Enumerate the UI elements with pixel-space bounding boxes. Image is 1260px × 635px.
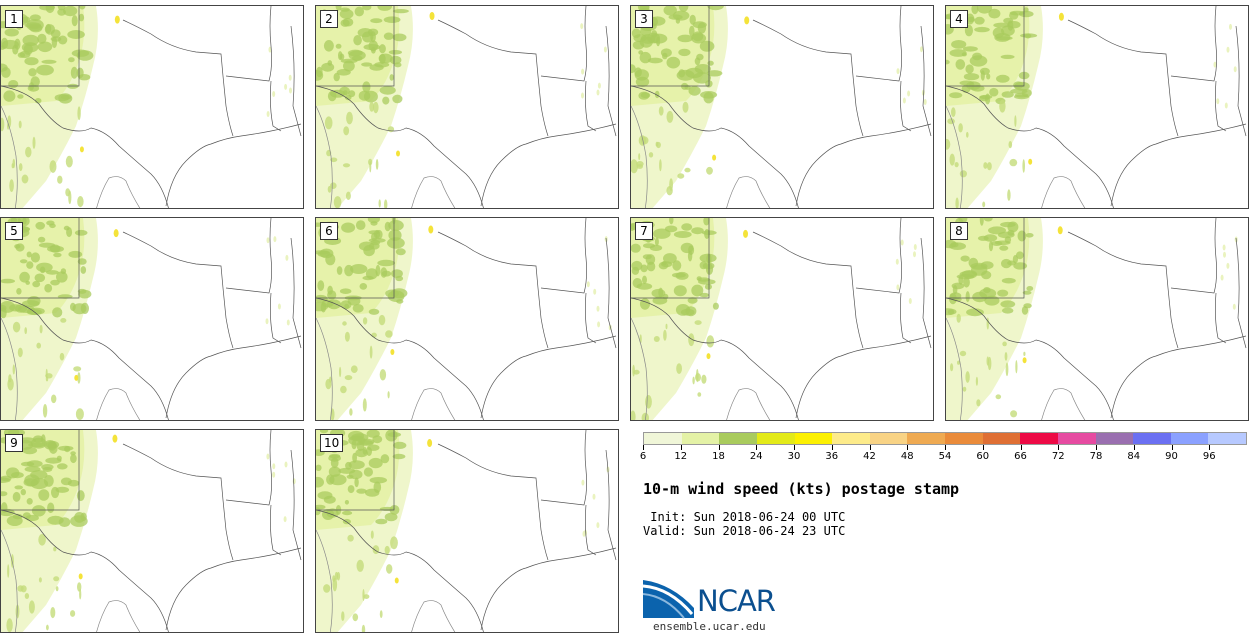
member-label: 6 xyxy=(320,222,338,240)
wind-speed-map xyxy=(316,6,617,208)
valid-time: Valid: Sun 2018-06-24 23 UTC xyxy=(643,524,846,538)
colorbar-tick xyxy=(756,445,758,450)
wind-speed-map xyxy=(946,218,1247,420)
colorbar-segment xyxy=(832,433,870,444)
colorbar-tick-label: 96 xyxy=(1202,451,1216,462)
stamp-panel-4: 4 xyxy=(945,5,1249,209)
member-label: 4 xyxy=(950,10,968,28)
colorbar-tick-label: 78 xyxy=(1089,451,1103,462)
colorbar-tick-label: 12 xyxy=(674,451,688,462)
stamp-panel-2: 2 xyxy=(315,5,619,209)
colorbar-tick-label: 6 xyxy=(639,451,647,462)
colorbar-tick xyxy=(1058,445,1060,450)
member-label: 7 xyxy=(635,222,653,240)
colorbar-tick xyxy=(907,445,909,450)
colorbar-segment xyxy=(1133,433,1171,444)
colorbar-tick xyxy=(1171,445,1173,450)
colorbar-segment xyxy=(719,433,757,444)
colorbar xyxy=(643,432,1247,445)
colorbar-segment xyxy=(907,433,945,444)
colorbar-tick xyxy=(869,445,871,450)
member-label: 5 xyxy=(5,222,23,240)
stamp-panel-7: 7 xyxy=(630,217,934,421)
wind-speed-map xyxy=(316,218,617,420)
colorbar-tick-label: 54 xyxy=(938,451,952,462)
colorbar-tick-label: 66 xyxy=(1014,451,1027,462)
stamp-panel-10: 10 xyxy=(315,429,619,633)
member-label: 3 xyxy=(635,10,653,28)
colorbar-tick xyxy=(831,445,833,450)
stamp-panel-6: 6 xyxy=(315,217,619,421)
colorbar-tick-label: 48 xyxy=(900,451,914,462)
member-label: 8 xyxy=(950,222,968,240)
colorbar-tick xyxy=(1096,445,1097,450)
colorbar-tick xyxy=(643,445,644,450)
colorbar-segment xyxy=(756,433,795,444)
colorbar-tick xyxy=(794,445,795,450)
colorbar-segment xyxy=(869,433,908,444)
colorbar-tick-label: 18 xyxy=(712,451,725,462)
colorbar-tick-label: 36 xyxy=(825,451,839,462)
stamp-panel-1: 1 xyxy=(0,5,304,209)
ncar-logo-icon xyxy=(642,580,694,619)
colorbar-tick xyxy=(718,445,720,450)
colorbar-segment xyxy=(1095,433,1134,444)
stamp-panel-9: 9 xyxy=(0,429,304,633)
plot-title: 10-m wind speed (kts) postage stamp xyxy=(643,480,960,498)
colorbar-tick-label: 30 xyxy=(787,451,801,462)
colorbar-tick-label: 72 xyxy=(1051,451,1065,462)
colorbar-segment xyxy=(794,433,833,444)
colorbar-segment xyxy=(1020,433,1058,444)
wind-speed-map xyxy=(946,6,1247,208)
colorbar-tick xyxy=(982,445,984,450)
website-url: ensemble.ucar.edu xyxy=(653,620,766,633)
member-label: 1 xyxy=(5,10,23,28)
wind-speed-map xyxy=(631,218,932,420)
colorbar-tick xyxy=(1020,445,1022,450)
wind-speed-map xyxy=(631,6,932,208)
wind-speed-map xyxy=(1,6,302,208)
init-time: Init: Sun 2018-06-24 00 UTC xyxy=(643,510,846,524)
wind-speed-map xyxy=(316,430,617,632)
wind-speed-map xyxy=(1,218,302,420)
colorbar-segment xyxy=(1057,433,1096,444)
wind-speed-map xyxy=(1,430,302,632)
colorbar-tick xyxy=(680,445,682,450)
colorbar-segment xyxy=(681,433,720,444)
colorbar-segment xyxy=(1208,433,1246,444)
colorbar-tick xyxy=(1133,445,1135,450)
colorbar-tick xyxy=(1209,445,1211,450)
colorbar-segment xyxy=(945,433,983,444)
stamp-panel-3: 3 xyxy=(630,5,934,209)
member-label: 9 xyxy=(5,434,23,452)
stamp-panel-8: 8 xyxy=(945,217,1249,421)
colorbar-ticks: 6 12 18 24 30 36 42 48 54 60 66 72 78 84 90 96 xyxy=(639,445,1247,465)
colorbar-segment xyxy=(644,433,682,444)
colorbar-tick-label: 90 xyxy=(1165,451,1178,462)
colorbar-tick-label: 60 xyxy=(976,451,990,462)
member-label: 10 xyxy=(320,434,344,452)
colorbar-tick-label: 42 xyxy=(863,451,876,462)
colorbar-tick-label: 84 xyxy=(1127,451,1141,462)
stamp-panel-5: 5 xyxy=(0,217,304,421)
colorbar-tick-label: 24 xyxy=(749,451,763,462)
ncar-wordmark: NCAR xyxy=(697,584,776,618)
member-label: 2 xyxy=(320,10,338,28)
colorbar-segment xyxy=(982,433,1021,444)
colorbar-tick xyxy=(945,445,946,450)
colorbar-segment xyxy=(1170,433,1209,444)
